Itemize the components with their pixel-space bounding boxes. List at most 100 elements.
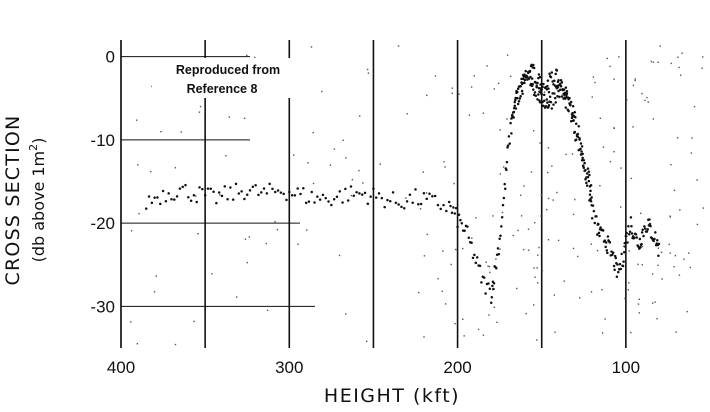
data-point bbox=[374, 196, 378, 199]
data-point bbox=[506, 144, 510, 147]
data-point bbox=[394, 201, 398, 205]
data-point bbox=[181, 185, 184, 189]
data-point bbox=[629, 216, 633, 219]
noise-dot bbox=[499, 173, 502, 175]
data-point bbox=[582, 159, 586, 162]
data-point bbox=[593, 221, 596, 225]
data-point bbox=[573, 130, 577, 134]
data-point bbox=[514, 98, 517, 102]
data-point bbox=[276, 189, 280, 192]
noise-dot bbox=[497, 82, 500, 85]
noise-dot bbox=[482, 334, 485, 336]
data-point bbox=[463, 229, 466, 233]
noise-dot bbox=[519, 194, 522, 196]
data-point bbox=[466, 225, 469, 228]
noise-dot bbox=[406, 113, 408, 115]
data-point bbox=[538, 90, 541, 93]
data-point bbox=[513, 104, 517, 108]
data-point bbox=[548, 95, 552, 99]
data-point bbox=[581, 164, 585, 167]
data-point bbox=[546, 79, 550, 82]
data-point bbox=[648, 222, 652, 226]
noise-dot bbox=[276, 229, 279, 231]
data-point bbox=[567, 109, 570, 113]
data-point bbox=[251, 185, 255, 189]
noise-dot bbox=[130, 230, 133, 232]
data-points bbox=[144, 63, 661, 304]
noise-dot bbox=[246, 54, 248, 57]
data-point bbox=[537, 93, 540, 96]
data-point bbox=[318, 198, 322, 201]
noise-dot bbox=[622, 245, 625, 248]
noise-dot bbox=[676, 136, 679, 139]
data-point bbox=[175, 195, 179, 198]
noise-dot bbox=[444, 166, 446, 168]
data-point bbox=[363, 191, 367, 195]
data-point bbox=[400, 205, 403, 209]
data-point bbox=[352, 194, 356, 198]
noise-dot bbox=[691, 137, 693, 139]
data-point bbox=[428, 192, 431, 195]
data-point bbox=[604, 245, 607, 249]
noise-dot bbox=[565, 153, 567, 156]
data-point bbox=[299, 192, 302, 196]
noise-dot bbox=[136, 343, 139, 345]
data-point bbox=[442, 203, 445, 207]
data-point bbox=[597, 222, 600, 226]
data-point bbox=[547, 104, 551, 107]
noise-dot bbox=[454, 322, 456, 325]
data-point bbox=[581, 156, 584, 160]
data-point bbox=[489, 301, 493, 304]
data-point bbox=[439, 207, 442, 211]
data-point bbox=[502, 196, 506, 200]
noise-dot bbox=[468, 114, 471, 116]
data-point bbox=[583, 161, 586, 165]
noise-dot bbox=[669, 216, 671, 218]
data-point bbox=[271, 187, 274, 191]
noise-dot bbox=[620, 206, 622, 208]
noise-dot bbox=[495, 258, 497, 260]
noise-dot bbox=[254, 56, 256, 59]
data-point bbox=[195, 200, 198, 204]
data-point bbox=[611, 251, 615, 255]
noise-dot bbox=[650, 60, 653, 63]
noise-dot bbox=[534, 276, 536, 278]
data-point bbox=[569, 100, 573, 104]
noise-dot bbox=[473, 75, 475, 77]
noise-dot bbox=[305, 229, 308, 231]
data-point bbox=[620, 252, 623, 256]
data-point bbox=[290, 194, 294, 197]
data-point bbox=[606, 251, 609, 255]
data-point bbox=[503, 182, 506, 186]
noise-dot bbox=[554, 331, 556, 333]
data-point bbox=[508, 142, 511, 145]
data-point bbox=[516, 90, 519, 94]
data-point bbox=[553, 79, 556, 82]
data-point bbox=[386, 198, 389, 202]
x-tick-label: 300 bbox=[275, 358, 303, 377]
noise-dot bbox=[462, 318, 464, 320]
y-axis-label-sup: 2 bbox=[27, 144, 40, 151]
noise-dot bbox=[632, 84, 635, 87]
data-point bbox=[544, 104, 548, 108]
data-point bbox=[639, 245, 642, 249]
noise-dot bbox=[451, 92, 453, 94]
noise-dot bbox=[626, 99, 628, 101]
data-point bbox=[535, 85, 538, 89]
data-point bbox=[268, 182, 271, 186]
noise-dot bbox=[538, 246, 540, 249]
data-point bbox=[516, 102, 520, 106]
noise-dot bbox=[683, 258, 685, 260]
data-point bbox=[380, 196, 384, 200]
data-point bbox=[542, 93, 546, 97]
data-point bbox=[405, 200, 409, 203]
data-point bbox=[595, 215, 598, 218]
data-point bbox=[656, 239, 659, 242]
data-point bbox=[560, 81, 564, 84]
noise-dot bbox=[506, 54, 509, 56]
data-point bbox=[316, 195, 319, 198]
noise-dot bbox=[489, 271, 491, 274]
data-point bbox=[643, 227, 647, 230]
noise-dot bbox=[174, 343, 177, 346]
data-point bbox=[553, 96, 557, 100]
